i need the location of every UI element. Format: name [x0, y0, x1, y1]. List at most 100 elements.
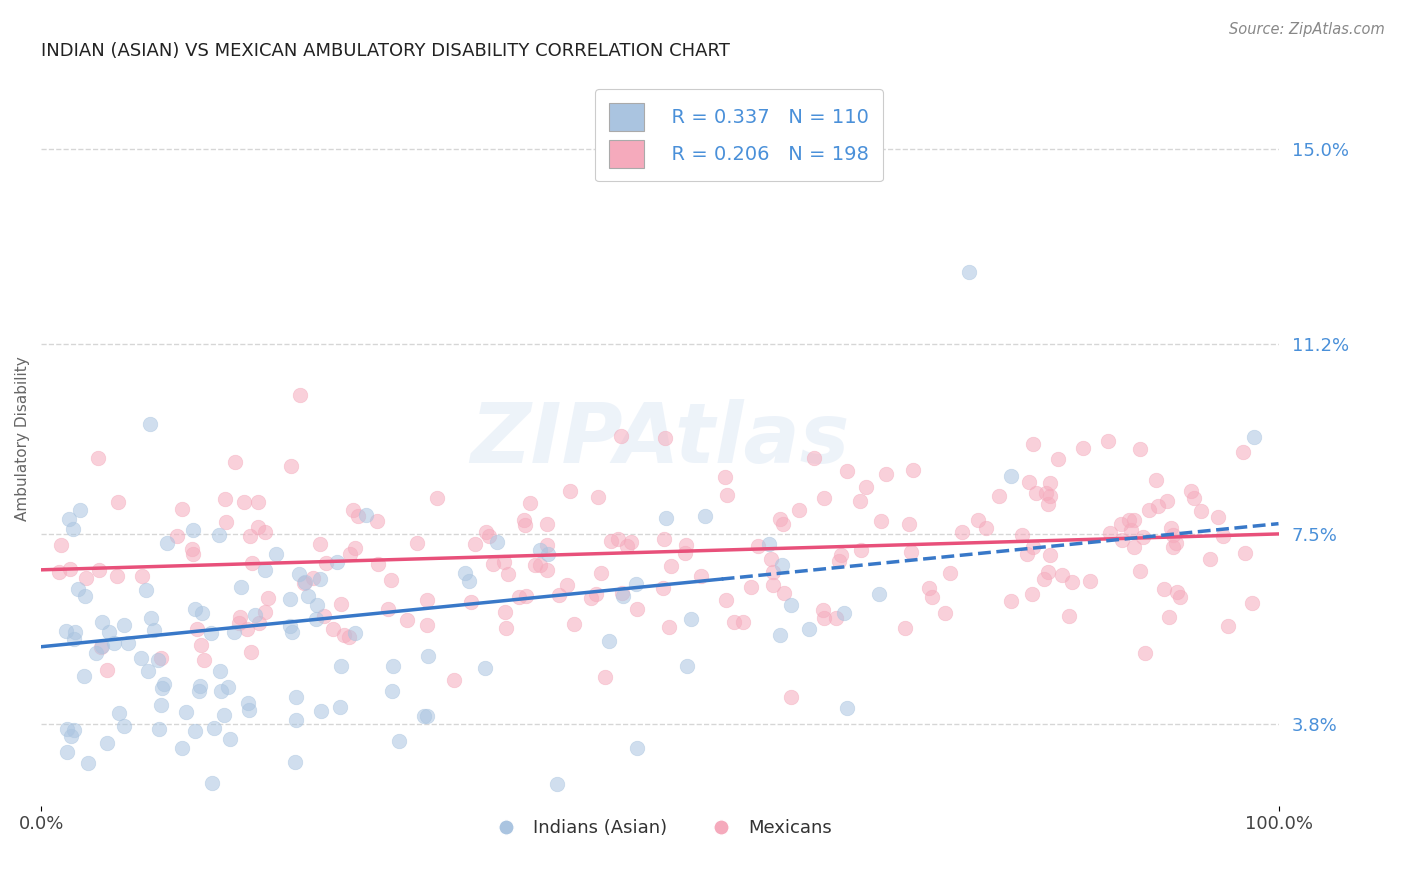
Point [131, 568, 153, 582]
Point [1129, 442, 1152, 456]
Point [285, 713, 308, 727]
Point [308, 573, 330, 587]
Point [264, 547, 287, 561]
Point [562, 617, 585, 632]
Point [63, 624, 86, 639]
Point [146, 653, 169, 667]
Point [247, 616, 270, 631]
Point [1011, 528, 1033, 542]
Point [512, 513, 534, 527]
Point [813, 610, 835, 624]
Point [388, 734, 411, 748]
Point [257, 591, 280, 605]
Point [174, 705, 197, 719]
Point [381, 684, 404, 698]
Point [1033, 572, 1056, 586]
Point [181, 547, 204, 561]
Point [48, 565, 70, 579]
Y-axis label: Ambulatory Disability: Ambulatory Disability [15, 357, 30, 522]
Point [811, 603, 834, 617]
Point [302, 571, 325, 585]
Point [1025, 486, 1047, 500]
Point [184, 723, 207, 738]
Point [589, 566, 612, 580]
Point [934, 607, 956, 621]
Point [228, 610, 250, 624]
Point [723, 615, 745, 630]
Point [1216, 619, 1239, 633]
Point [759, 552, 782, 566]
Point [655, 511, 678, 525]
Point [624, 577, 647, 591]
Point [63, 632, 86, 647]
Point [62, 522, 84, 536]
Point [107, 569, 129, 583]
Point [486, 534, 509, 549]
Point [222, 624, 245, 639]
Point [477, 529, 499, 543]
Point [1153, 582, 1175, 597]
Point [457, 574, 479, 588]
Point [1039, 548, 1062, 562]
Point [60, 729, 83, 743]
Point [51, 538, 73, 552]
Point [190, 639, 212, 653]
Point [224, 455, 246, 469]
Point [769, 511, 792, 525]
Point [1015, 547, 1038, 561]
Point [716, 488, 738, 502]
Point [950, 525, 973, 540]
Point [344, 541, 367, 555]
Point [673, 546, 696, 560]
Point [108, 706, 131, 720]
Point [508, 590, 530, 604]
Point [1109, 516, 1132, 531]
Point [150, 681, 173, 695]
Point [1147, 499, 1170, 513]
Point [139, 417, 162, 432]
Point [536, 547, 558, 561]
Point [55, 624, 77, 638]
Point [529, 542, 551, 557]
Point [652, 581, 675, 595]
Point [855, 480, 877, 494]
Point [869, 514, 891, 528]
Point [1241, 596, 1264, 610]
Point [325, 555, 347, 569]
Point [208, 664, 231, 678]
Point [762, 578, 785, 592]
Point [714, 592, 737, 607]
Point [536, 538, 558, 552]
Point [112, 719, 135, 733]
Point [492, 555, 515, 569]
Point [586, 490, 609, 504]
Point [1156, 494, 1178, 508]
Point [610, 586, 633, 600]
Point [803, 451, 825, 466]
Point [56, 745, 79, 759]
Point [496, 566, 519, 581]
Point [297, 589, 319, 603]
Point [515, 517, 537, 532]
Point [366, 515, 388, 529]
Point [138, 665, 160, 679]
Point [1046, 451, 1069, 466]
Point [59, 562, 82, 576]
Point [73, 669, 96, 683]
Point [58, 512, 80, 526]
Point [200, 625, 222, 640]
Point [426, 491, 449, 506]
Point [770, 558, 793, 573]
Point [849, 494, 872, 508]
Point [377, 601, 399, 615]
Point [86, 647, 108, 661]
Point [62, 723, 84, 738]
Point [1035, 486, 1057, 500]
Point [900, 545, 922, 559]
Point [67, 582, 90, 596]
Point [676, 658, 699, 673]
Point [758, 536, 780, 550]
Point [797, 622, 820, 636]
Point [415, 618, 437, 632]
Point [828, 553, 851, 567]
